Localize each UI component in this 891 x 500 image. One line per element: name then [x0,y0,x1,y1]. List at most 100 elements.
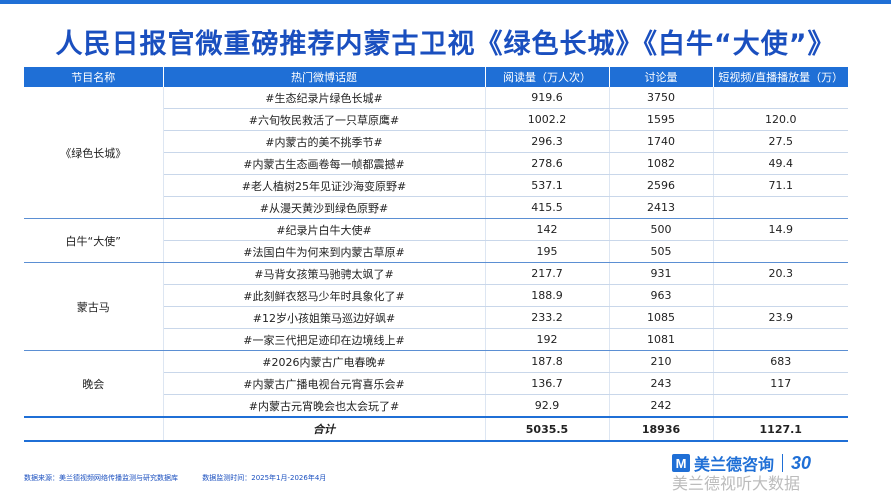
table-row: 蒙古马 #马背女孩策马驰骋太飒了# 217.7 931 20.3 [24,262,848,351]
topic-cell: #法国白牛为何来到内蒙古草原# [163,240,486,263]
program-name-cell: 晚会 [24,350,164,418]
topic-cell: #2026内蒙古广电春晚# [163,350,486,373]
video-cell [713,240,848,263]
topic-cell: #六旬牧民救活了一只草原鹰# [163,108,486,131]
discuss-cell: 1081 [609,328,714,351]
table-row: #内蒙古的美不挑季节# 296.3 1740 27.5 [24,130,848,153]
topic-cell: #内蒙古的美不挑季节# [163,130,486,153]
topic-cell: #生态纪录片绿色长城# [163,87,486,109]
video-cell: 49.4 [713,152,848,175]
total-read: 5035.5 [485,416,610,442]
topic-cell: #12岁小孩姐策马巡边好飒# [163,306,486,329]
total-row: 合计 5035.5 18936 1127.1 [24,416,848,442]
header-discuss: 讨论量 [609,67,714,87]
topic-cell: #此刻鲜衣怒马少年时具象化了# [163,284,486,307]
discuss-cell: 2596 [609,174,714,197]
table-row: 晚会 #2026内蒙古广电春晚# 187.8 210 683 [24,350,848,418]
total-discuss: 18936 [609,416,714,442]
topic-cell: #内蒙古广播电视台元宵喜乐会# [163,372,486,395]
table-row: #从漫天黄沙到绿色原野# 415.5 2413 [24,196,848,219]
table-row: #六旬牧民救活了一只草原鹰# 1002.2 1595 120.0 [24,108,848,131]
topic-cell: #一家三代把足迹印在边境线上# [163,328,486,351]
topic-cell: #老人植树25年见证沙海变原野# [163,174,486,197]
table-row: 《绿色长城》 #生态纪录片绿色长城# 919.6 3750 [24,87,848,219]
discuss-cell: 242 [609,394,714,418]
read-cell: 278.6 [485,152,610,175]
table-row: #内蒙古广播电视台元宵喜乐会# 136.7 243 117 [24,372,848,395]
video-cell [713,87,848,109]
video-cell [713,328,848,351]
table-row: #内蒙古生态画卷每一帧都震撼# 278.6 1082 49.4 [24,152,848,175]
video-cell: 71.1 [713,174,848,197]
brand-logo: M 美兰德咨询 30 [672,451,811,475]
discuss-cell: 1740 [609,130,714,153]
data-table: 节目名称 热门微博话题 阅读量（万人次） 讨论量 短视频/直播播放量（万） 《绿… [24,67,848,442]
video-cell: 120.0 [713,108,848,131]
header-topic: 热门微博话题 [163,67,486,87]
footer: 数据来源：美兰德视频网络传播监测与研究数据库 数据监测时间：2025年1月-20… [24,473,348,483]
read-cell: 1002.2 [485,108,610,131]
topic-cell: #内蒙古元宵晚会也太会玩了# [163,394,486,418]
discuss-cell: 1595 [609,108,714,131]
video-cell [713,394,848,418]
discuss-cell: 210 [609,350,714,373]
total-video: 1127.1 [713,416,848,442]
read-cell: 142 [485,218,610,241]
video-cell: 14.9 [713,218,848,241]
program-name-cell: 白牛“大使” [24,218,164,263]
data-table-container: 节目名称 热门微博话题 阅读量（万人次） 讨论量 短视频/直播播放量（万） 《绿… [24,67,848,442]
video-cell: 683 [713,350,848,373]
read-cell: 136.7 [485,372,610,395]
logo-divider [782,454,784,472]
video-cell: 117 [713,372,848,395]
video-cell: 23.9 [713,306,848,329]
table-row: #内蒙古元宵晚会也太会玩了# 92.9 242 [24,394,848,418]
topic-cell: #纪录片白牛大使# [163,218,486,241]
topic-cell: #从漫天黄沙到绿色原野# [163,196,486,219]
read-cell: 192 [485,328,610,351]
total-blank [24,416,164,442]
read-cell: 217.7 [485,262,610,285]
footer-period: 数据监测时间：2025年1月-2026年4月 [202,474,327,482]
discuss-cell: 243 [609,372,714,395]
video-cell: 20.3 [713,262,848,285]
discuss-cell: 931 [609,262,714,285]
table-row: #法国白牛为何来到内蒙古草原# 195 505 [24,240,848,263]
read-cell: 187.8 [485,350,610,373]
table-header-row: 节目名称 热门微博话题 阅读量（万人次） 讨论量 短视频/直播播放量（万） [24,67,848,87]
program-name-cell: 蒙古马 [24,262,164,351]
topic-cell: #内蒙古生态画卷每一帧都震撼# [163,152,486,175]
topic-cell: #马背女孩策马驰骋太飒了# [163,262,486,285]
header-read: 阅读量（万人次） [485,67,610,87]
total-label: 合计 [163,416,486,442]
video-cell: 27.5 [713,130,848,153]
logo-mark-icon: M [672,454,690,472]
footer-source: 数据来源：美兰德视频网络传播监测与研究数据库 [24,474,178,482]
program-name-cell: 《绿色长城》 [24,87,164,219]
table-row: 白牛“大使” #纪录片白牛大使# 142 500 14.9 [24,218,848,263]
table-body: 《绿色长城》 #生态纪录片绿色长城# 919.6 3750 #六旬牧民救活了一只草原鹰#… [24,87,848,418]
table-row: #此刻鲜衣怒马少年时具象化了# 188.9 963 [24,284,848,307]
read-cell: 919.6 [485,87,610,109]
read-cell: 233.2 [485,306,610,329]
top-border [0,0,891,4]
table-row: #老人植树25年见证沙海变原野# 537.1 2596 71.1 [24,174,848,197]
anniversary-badge: 30 [791,452,812,473]
video-cell [713,196,848,219]
read-cell: 296.3 [485,130,610,153]
table-row: #12岁小孩姐策马巡边好飒# 233.2 1085 23.9 [24,306,848,329]
discuss-cell: 1085 [609,306,714,329]
read-cell: 188.9 [485,284,610,307]
header-video: 短视频/直播播放量（万） [713,67,848,87]
discuss-cell: 3750 [609,87,714,109]
video-cell [713,284,848,307]
watermark: 美兰德视听大数据 [672,474,801,493]
header-program: 节目名称 [24,67,164,87]
table-row: #一家三代把足迹印在边境线上# 192 1081 [24,328,848,351]
read-cell: 415.5 [485,196,610,219]
discuss-cell: 2413 [609,196,714,219]
discuss-cell: 505 [609,240,714,263]
discuss-cell: 963 [609,284,714,307]
discuss-cell: 1082 [609,152,714,175]
logo-text: 美兰德咨询 [694,455,775,474]
